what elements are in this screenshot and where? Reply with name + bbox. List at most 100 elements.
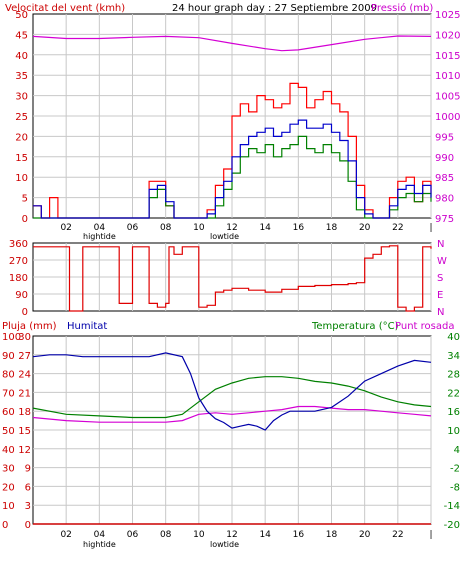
humidity-tick-label: 21 xyxy=(18,388,31,399)
temperature-line xyxy=(32,376,432,419)
wind-tick-label: 30 xyxy=(15,92,28,103)
pressure-tick-label: 985 xyxy=(435,173,454,184)
x-tick-label: 06 xyxy=(127,223,139,233)
pressure-line xyxy=(32,35,432,52)
direction-tick-label: 90 xyxy=(15,290,28,301)
rain-tick-label: 100 xyxy=(2,332,21,343)
compass-tick-label: S xyxy=(437,273,443,284)
rain-tick-label: 0 xyxy=(2,520,8,531)
pressure-tick-label: 975 xyxy=(435,214,454,225)
pressure-tick-label: 1000 xyxy=(435,112,460,123)
x-tick-label: 20 xyxy=(359,223,371,233)
temperature-tick-label: 34 xyxy=(447,351,460,362)
temperature-tick-label: 28 xyxy=(447,370,460,381)
x-tick-label: 02 xyxy=(60,223,71,233)
humidity-tick-label: 27 xyxy=(18,351,31,362)
wind-series xyxy=(32,35,432,219)
rain-tick-label: 80 xyxy=(2,370,15,381)
x-tick-label: 02 xyxy=(60,530,71,540)
wind-tick-label: 10 xyxy=(15,173,28,184)
graph-title: 24 hour graph day : 27 Septiembre 2009 xyxy=(172,3,377,14)
x-tick-label: 04 xyxy=(94,530,106,540)
humidity-tick-label: 24 xyxy=(18,370,31,381)
wind-title: Velocitat del vent (kmh) xyxy=(5,3,125,14)
rain-tick-label: 40 xyxy=(2,445,15,456)
wind-tick-label: 0 xyxy=(22,214,28,225)
pressure-tick-label: 1025 xyxy=(435,10,460,21)
humidity-tick-label: 18 xyxy=(18,407,31,418)
pressure-tick-label: 980 xyxy=(435,194,454,205)
lowtide-label: lowtide xyxy=(210,232,239,241)
x-tick-end-mark: | xyxy=(429,223,432,233)
compass-tick-label: E xyxy=(437,290,443,301)
wind-pressure-panel: Velocitat del vent (kmh) 24 hour graph d… xyxy=(5,2,460,241)
humidity-title: Humitat xyxy=(67,321,107,332)
temperature-tick-label: 22 xyxy=(447,388,460,399)
lowtide-label-bottom: lowtide xyxy=(210,540,239,549)
x-tick-end-mark: | xyxy=(429,530,432,540)
humidity-y-axis-labels: 0 3 6 9 12 15 18 21 24 27 30 xyxy=(18,332,31,531)
x-tick-label: 12 xyxy=(226,530,237,540)
x-tick-label: 20 xyxy=(359,530,371,540)
temperature-tick-label: -8 xyxy=(450,482,460,493)
pressure-y-axis-labels: 975 980 985 990 995 1000 1005 1010 1015 1020 1025 xyxy=(435,10,460,225)
temperature-tick-label: -2 xyxy=(450,464,460,475)
direction-line xyxy=(33,245,432,312)
x-tick-label: 22 xyxy=(392,223,403,233)
humidity-tick-label: 0 xyxy=(25,520,31,531)
x-tick-label: 10 xyxy=(193,223,205,233)
climate-panel: Pluja (mm) Humitat Temperatura (°C) Punt… xyxy=(2,321,460,549)
rain-tick-label: 90 xyxy=(2,351,15,362)
temperature-tick-label: 40 xyxy=(447,332,460,343)
hightide-label: hightide xyxy=(83,232,116,241)
wind-tick-label: 40 xyxy=(15,51,28,62)
x-tick-label: 06 xyxy=(127,530,139,540)
humidity-tick-label: 3 xyxy=(25,501,31,512)
rain-y-axis-labels: 0 10 20 30 40 50 60 70 80 90 100 xyxy=(2,332,21,531)
x-tick-label: 04 xyxy=(94,223,106,233)
humidity-tick-label: 15 xyxy=(18,426,31,437)
temperature-tick-label: 10 xyxy=(447,426,460,437)
climate-x-axis-labels: 02 04 06 08 10 12 14 16 18 20 22 | xyxy=(60,530,432,540)
rain-tick-label: 60 xyxy=(2,407,15,418)
pressure-title: Pressió (mb) xyxy=(371,2,433,14)
pressure-tick-label: 995 xyxy=(435,132,454,143)
wind-tick-label: 15 xyxy=(15,153,28,164)
temperature-tick-label: 16 xyxy=(447,407,460,418)
temperature-tick-label: -20 xyxy=(444,520,460,531)
rain-tick-label: 20 xyxy=(2,482,15,493)
x-tick-label: 18 xyxy=(326,223,338,233)
direction-series xyxy=(33,245,432,312)
x-tick-label: 16 xyxy=(293,530,305,540)
humidity-tick-label: 30 xyxy=(18,332,31,343)
wind-tick-label: 5 xyxy=(22,194,28,205)
pressure-tick-label: 1005 xyxy=(435,92,460,103)
pressure-tick-label: 1020 xyxy=(435,30,460,41)
x-tick-label: 12 xyxy=(226,223,237,233)
x-tick-label: 22 xyxy=(392,530,403,540)
temperature-y-axis-labels: -20 -14 -8 -2 4 10 16 22 28 34 40 xyxy=(444,332,460,531)
humidity-tick-label: 12 xyxy=(18,445,31,456)
wind-tick-label: 45 xyxy=(15,30,28,41)
dewpoint-title: Punt rosada xyxy=(395,321,454,332)
rain-tick-label: 50 xyxy=(2,426,15,437)
temperature-tick-label: -14 xyxy=(444,501,460,512)
direction-tick-label: 180 xyxy=(9,273,28,284)
compass-tick-label: N xyxy=(437,239,444,250)
wind-x-axis-labels: 02 04 06 08 10 12 14 16 18 20 22 | xyxy=(60,223,432,233)
compass-tick-label: N xyxy=(437,307,444,318)
x-tick-label: 08 xyxy=(160,530,172,540)
temperature-title: Temperatura (°C) xyxy=(311,321,399,332)
pressure-tick-label: 1015 xyxy=(435,51,460,62)
rain-tick-label: 10 xyxy=(2,501,15,512)
rain-tick-label: 70 xyxy=(2,388,15,399)
x-tick-label: 14 xyxy=(259,530,271,540)
x-tick-label: 18 xyxy=(326,530,338,540)
wind-tick-label: 35 xyxy=(15,71,28,82)
pressure-tick-label: 990 xyxy=(435,153,454,164)
wind-tick-label: 25 xyxy=(15,112,28,123)
